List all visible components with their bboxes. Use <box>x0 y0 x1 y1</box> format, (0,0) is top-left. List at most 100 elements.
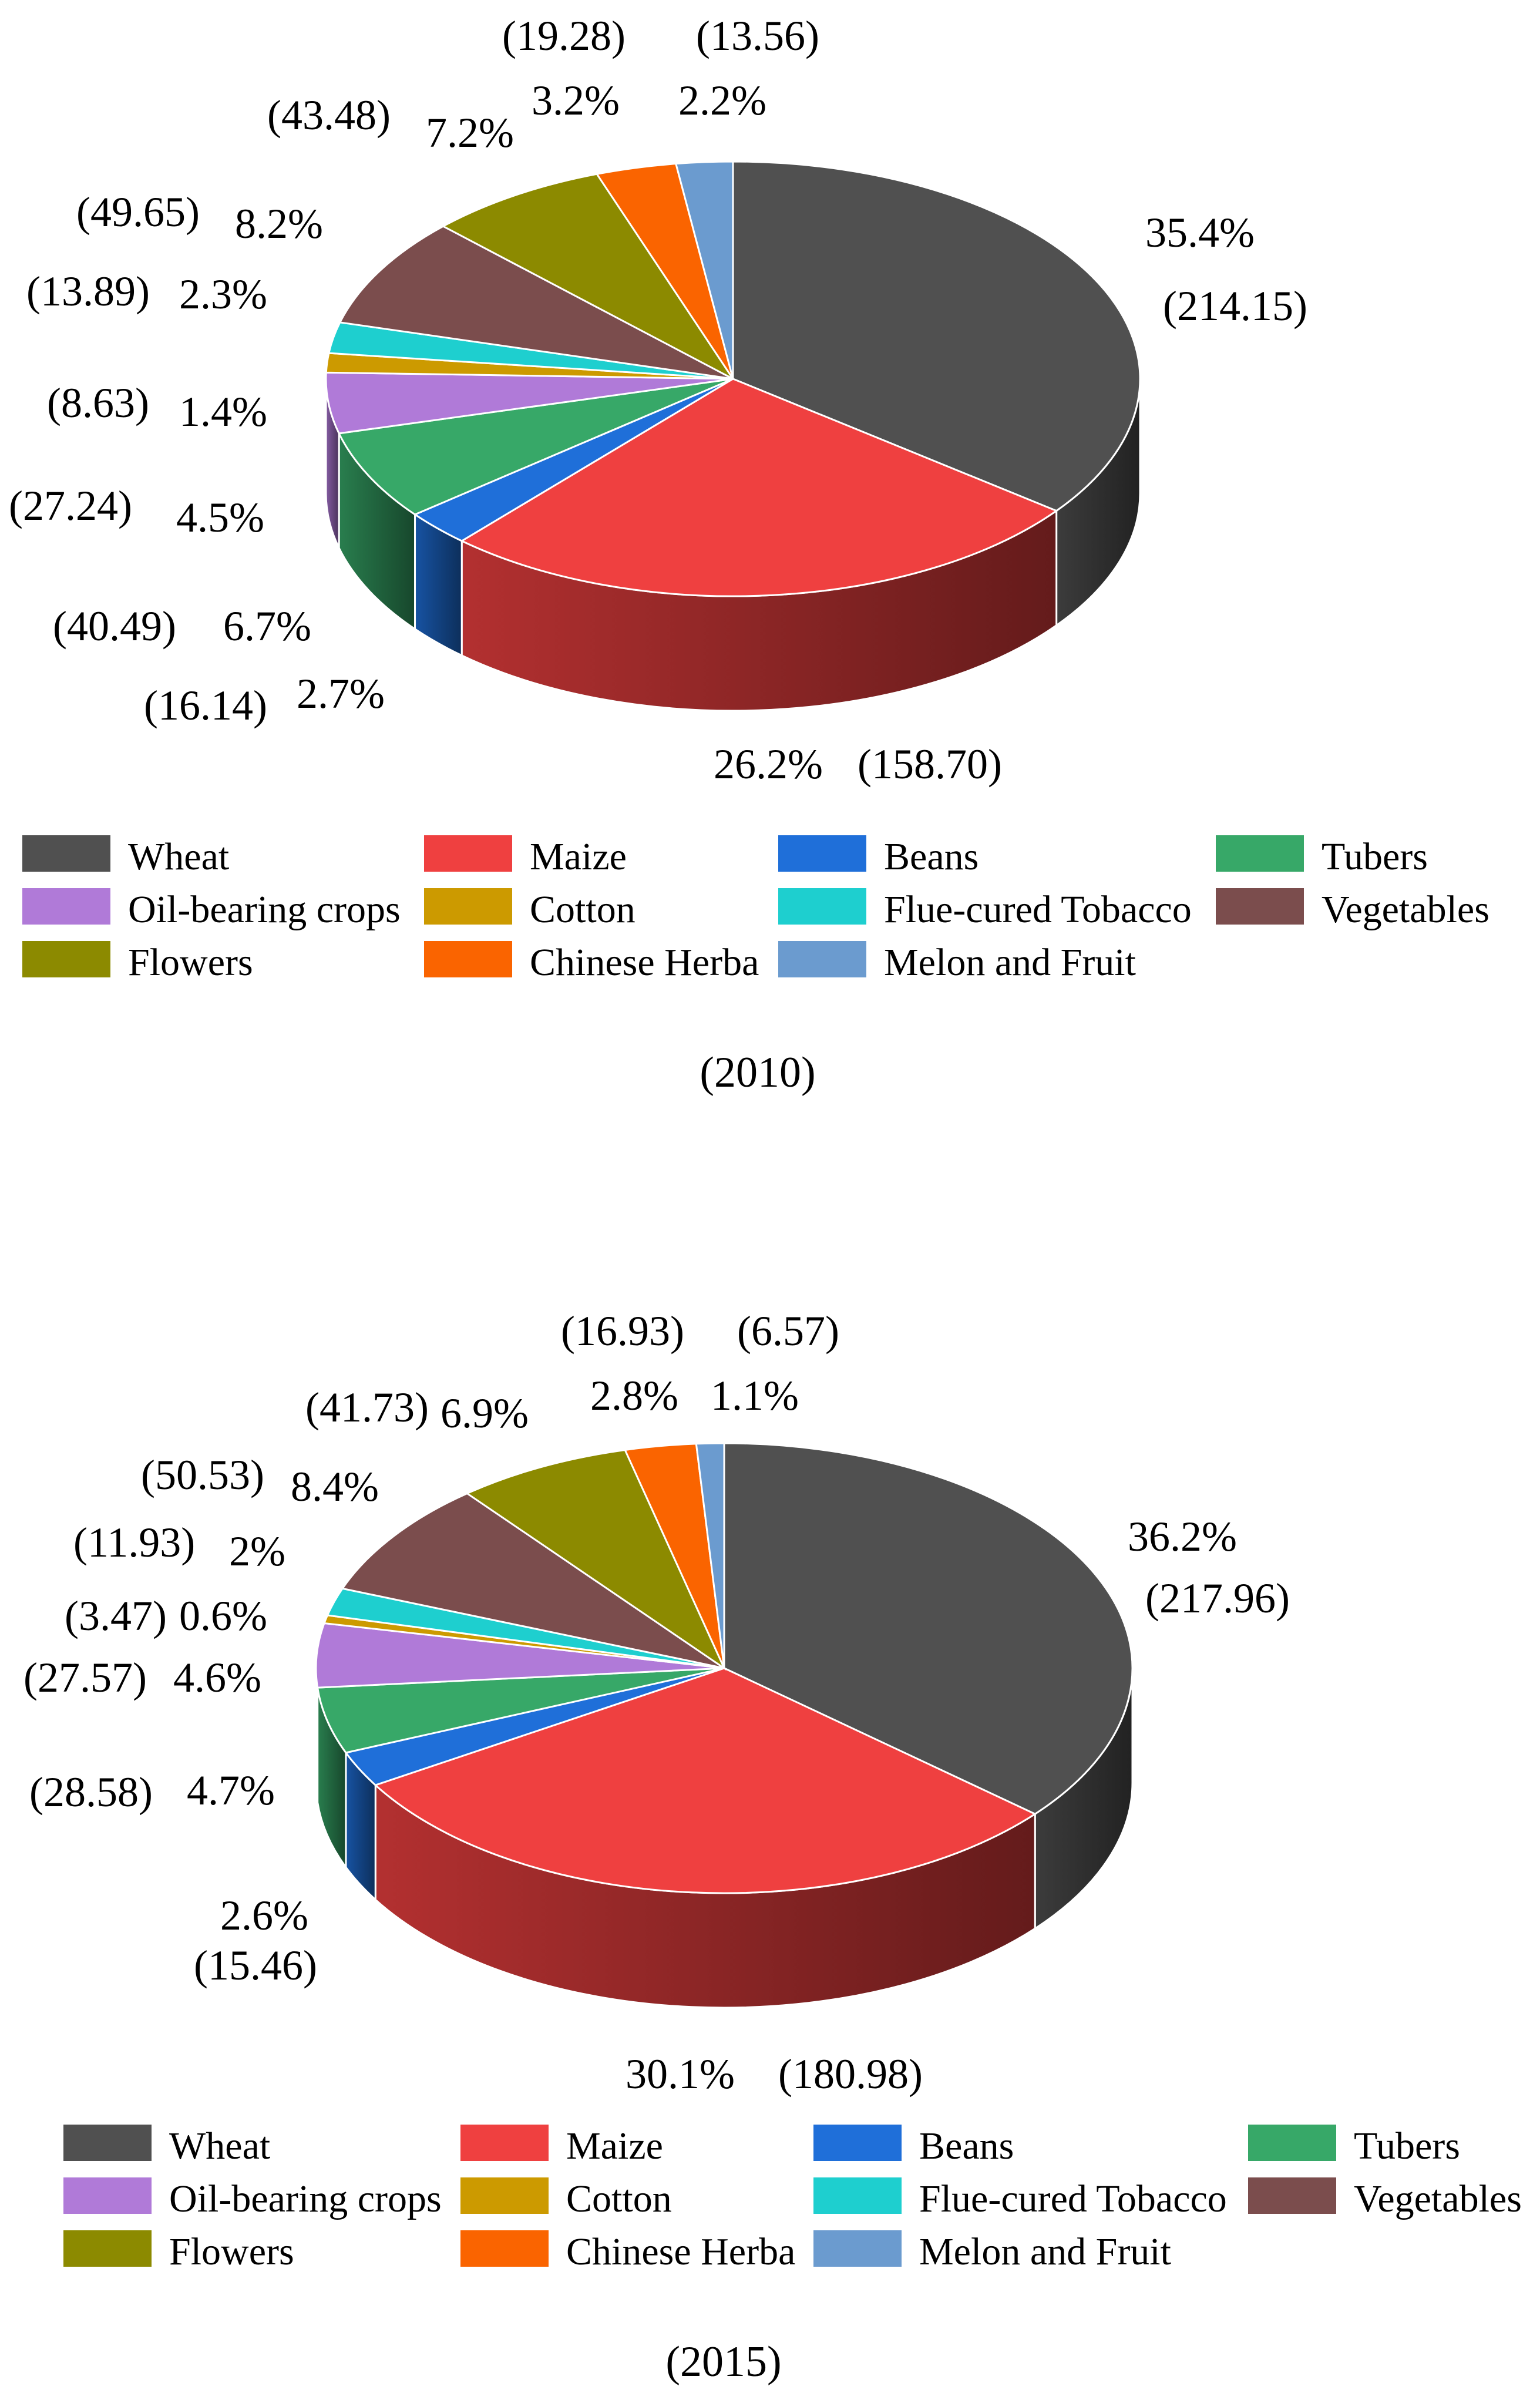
value-label-oil-bearing-crops: (27.57) <box>23 1654 147 1701</box>
value-label-chinese-herbal: (16.93) <box>561 1308 684 1355</box>
legend-label-flue-cured-tobacco: Flue-cured Tobacco <box>919 2177 1227 2220</box>
pie-tops <box>315 1442 1134 1894</box>
legend-label-flowers: Flowers <box>169 2230 294 2273</box>
value-label-oil-bearing-crops: (27.24) <box>9 482 132 529</box>
legend-label-chinese-herbal: Chinese Herba <box>566 2230 795 2273</box>
pie-slice-tubers <box>337 378 734 516</box>
pie-slice-tubers <box>316 1667 725 1754</box>
percent-label-chinese-herbal: 2.8% <box>590 1372 678 1419</box>
value-label-cotton: (3.47) <box>65 1592 167 1639</box>
value-label-vegetables: (49.65) <box>76 189 200 236</box>
legend-swatch-flowers <box>22 941 110 977</box>
pie-slice-maize <box>460 378 1058 597</box>
legend-label-wheat: Wheat <box>169 2125 270 2167</box>
legend-label-chinese-herbal: Chinese Herba <box>530 941 759 984</box>
value-label-flue-cured-tobacco: (13.89) <box>26 268 150 315</box>
legend-swatch-flowers <box>63 2230 152 2267</box>
percent-label-oil-bearing-crops: 4.5% <box>176 494 264 541</box>
legend-swatch-cotton <box>460 2177 549 2214</box>
legend-swatch-maize <box>424 835 512 872</box>
pie-slice-wheat <box>723 1442 1134 1815</box>
percent-label-beans: 2.7% <box>297 670 385 717</box>
percent-label-maize: 26.2% <box>714 741 823 788</box>
value-label-beans: (16.14) <box>144 682 267 729</box>
pie-chart-1: 36.2% (217.96) 30.1% (180.98) 2.6%(15.46) 4.7… <box>23 1308 1522 2386</box>
value-label-wheat: (214.15) <box>1163 283 1307 330</box>
legend-swatch-flue-cured-tobacco <box>778 888 866 925</box>
pie-labels: 35.4% (214.15) 26.2% (158.70) 2.7% (16.14) 6.7… <box>9 12 1307 788</box>
percent-label-melon-and-fruit: 1.1% <box>711 1372 799 1419</box>
legend-swatch-oil-bearing-crops <box>22 888 110 925</box>
legend-label-oil-bearing-crops: Oil-bearing crops <box>128 888 401 931</box>
pie-slice-flowers <box>465 1448 727 1671</box>
pie-slice-melon-and-fruit <box>695 1442 725 1669</box>
legend-swatch-cotton <box>424 888 512 925</box>
legend-swatch-melon-and-fruit <box>778 941 866 977</box>
legend-swatch-vegetables <box>1248 2177 1336 2214</box>
percent-label-melon-and-fruit: 2.2% <box>678 77 766 124</box>
value-label-chinese-herbal: (19.28) <box>502 12 626 59</box>
legend-label-wheat: Wheat <box>128 835 229 878</box>
value-label-maize: (180.98) <box>778 2051 923 2098</box>
percent-label-flowers: 7.2% <box>426 109 514 156</box>
chart-caption: (2010) <box>700 1048 815 1097</box>
legend-label-melon-and-fruit: Melon and Fruit <box>919 2230 1171 2273</box>
percent-label-flowers: 6.9% <box>441 1390 529 1437</box>
value-label-vegetables: (50.53) <box>141 1451 264 1498</box>
pie-slice-vegetables <box>338 225 734 380</box>
legend-swatch-chinese-herbal <box>424 941 512 977</box>
legend-swatch-tubers <box>1248 2125 1336 2161</box>
pie-slice-flowers <box>441 173 734 380</box>
pie-labels: 36.2% (217.96) 30.1% (180.98) 2.6%(15.46) 4.7… <box>23 1308 1290 2098</box>
pie-slice-wheat <box>732 160 1141 512</box>
value-label-flowers: (41.73) <box>305 1384 429 1431</box>
legend-swatch-beans <box>778 835 866 872</box>
legend-swatch-tubers <box>1216 835 1304 872</box>
value-label-tubers: (28.58) <box>29 1769 153 1816</box>
legend-label-tubers: Tubers <box>1354 2125 1460 2167</box>
legend-label-flue-cured-tobacco: Flue-cured Tobacco <box>884 888 1192 931</box>
value-label-cotton: (8.63) <box>47 379 149 426</box>
legend-swatch-wheat <box>63 2125 152 2161</box>
legend-label-tubers: Tubers <box>1322 835 1428 878</box>
percent-label-flue-cured-tobacco: 2% <box>229 1528 285 1575</box>
legend-swatch-oil-bearing-crops <box>63 2177 152 2214</box>
legend-label-vegetables: Vegetables <box>1354 2177 1522 2220</box>
pie-slice-vegetables <box>341 1492 725 1669</box>
legend-label-beans: Beans <box>919 2125 1014 2167</box>
value-label-melon-and-fruit: (13.56) <box>696 12 819 59</box>
pie-slice-oil-bearing-crops <box>325 371 734 435</box>
legend-swatch-melon-and-fruit <box>813 2230 902 2267</box>
pie-slice-oil-bearing-crops <box>315 1622 725 1689</box>
legend-label-cotton: Cotton <box>566 2177 672 2220</box>
legend-swatch-flue-cured-tobacco <box>813 2177 902 2214</box>
percent-label-vegetables: 8.2% <box>235 200 323 247</box>
legend-label-maize: Maize <box>566 2125 663 2167</box>
legend-label-beans: Beans <box>884 835 979 878</box>
legend-label-oil-bearing-crops: Oil-bearing crops <box>169 2177 442 2220</box>
legend-swatch-vegetables <box>1216 888 1304 925</box>
percent-label-wheat: 36.2% <box>1128 1513 1237 1560</box>
legend: Wheat Maize Beans Tubers Oil-bearing crops Co… <box>22 835 1489 984</box>
value-label-maize: (158.70) <box>858 741 1002 788</box>
value-label-flue-cured-tobacco: (11.93) <box>73 1519 195 1566</box>
percent-label-cotton: 0.6% <box>179 1592 267 1639</box>
legend-swatch-beans <box>813 2125 902 2161</box>
percent-label-vegetables: 8.4% <box>291 1463 379 1510</box>
percent-label-chinese-herbal: 3.2% <box>532 77 620 124</box>
value-label-beans: (15.46) <box>194 1942 317 1989</box>
percent-label-beans: 2.6% <box>220 1892 308 1939</box>
legend-swatch-chinese-herbal <box>460 2230 549 2267</box>
legend-label-vegetables: Vegetables <box>1322 888 1489 931</box>
value-label-wheat: (217.96) <box>1145 1575 1290 1622</box>
legend: Wheat Maize Beans Tubers Oil-bearing crops Co… <box>63 2125 1522 2273</box>
percent-label-cotton: 1.4% <box>179 388 267 435</box>
pie-slice-maize <box>374 1667 1037 1894</box>
percent-label-oil-bearing-crops: 4.6% <box>173 1654 261 1701</box>
legend-label-melon-and-fruit: Melon and Fruit <box>884 941 1136 984</box>
pie-tops <box>325 160 1141 597</box>
percent-label-flue-cured-tobacco: 2.3% <box>179 271 267 318</box>
percent-label-maize: 30.1% <box>626 2051 735 2098</box>
